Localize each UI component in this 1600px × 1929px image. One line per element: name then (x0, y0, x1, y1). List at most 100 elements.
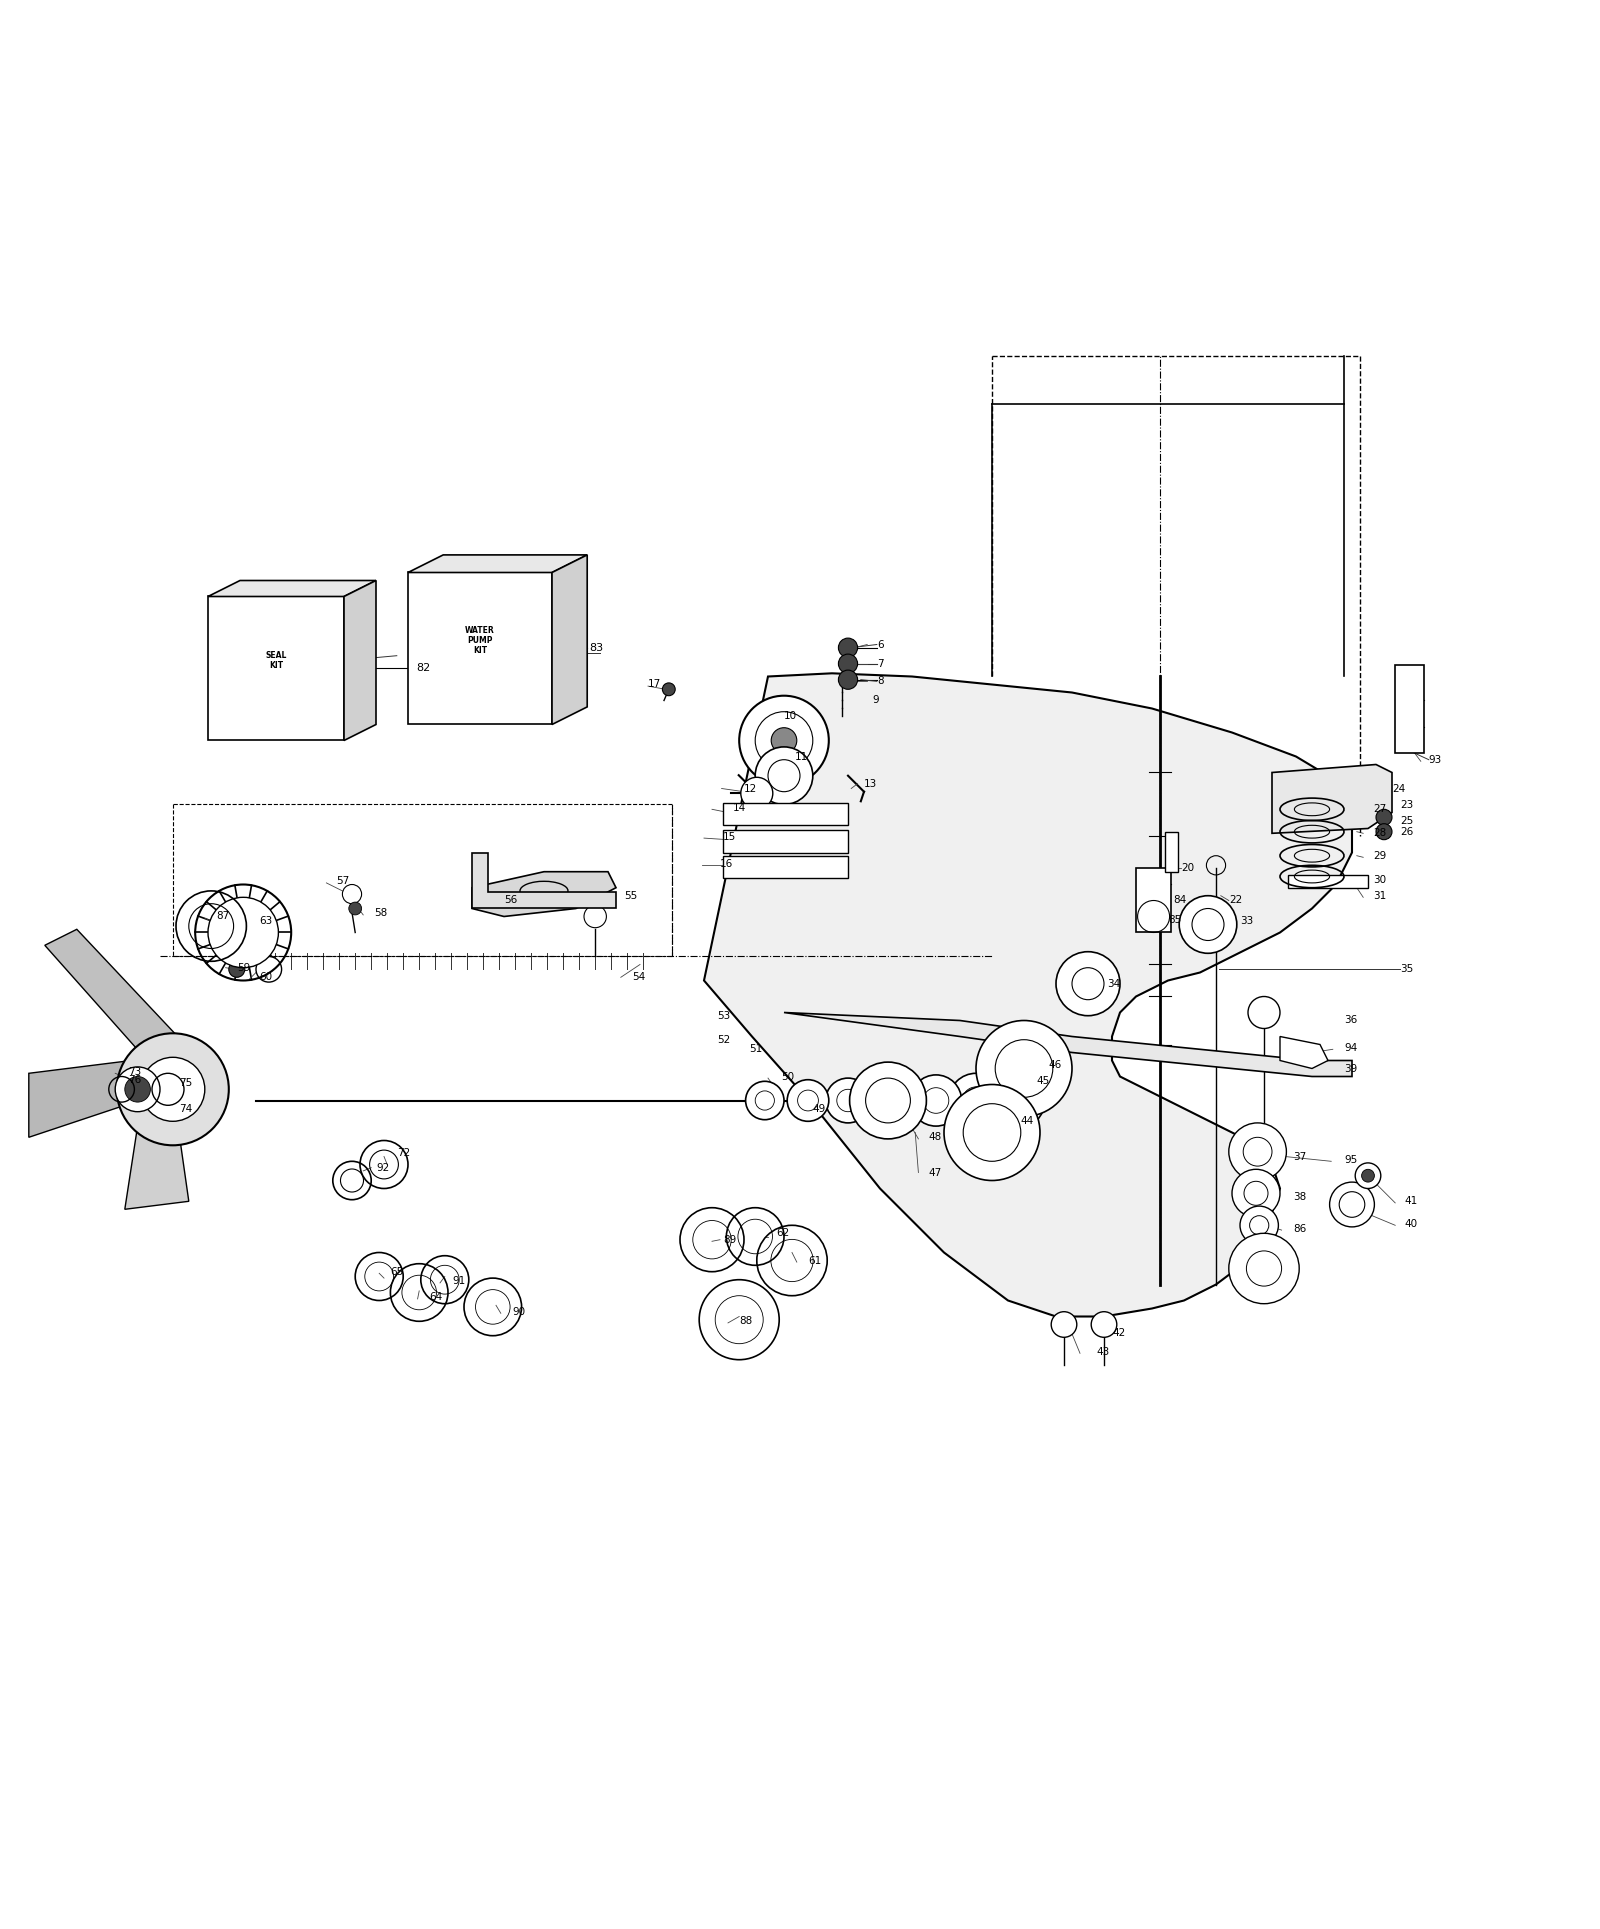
Text: 23: 23 (1400, 799, 1413, 810)
Circle shape (1091, 1312, 1117, 1337)
Text: 12: 12 (744, 783, 757, 793)
Circle shape (1330, 1182, 1374, 1227)
Text: 51: 51 (749, 1044, 762, 1055)
Circle shape (256, 957, 282, 982)
Text: 22: 22 (1229, 895, 1242, 905)
Polygon shape (208, 581, 376, 596)
Circle shape (1179, 895, 1237, 953)
Text: 15: 15 (723, 831, 736, 841)
Text: 13: 13 (864, 779, 877, 789)
Circle shape (1056, 951, 1120, 1017)
Text: 74: 74 (179, 1103, 192, 1113)
Polygon shape (29, 1057, 173, 1138)
Text: 11: 11 (795, 752, 808, 762)
Text: 17: 17 (648, 679, 661, 689)
Text: 59: 59 (237, 963, 250, 972)
Circle shape (342, 885, 362, 903)
Text: 27: 27 (1373, 804, 1386, 814)
Text: 62: 62 (776, 1229, 789, 1238)
Circle shape (864, 1076, 912, 1125)
Text: 26: 26 (1400, 828, 1413, 837)
Circle shape (1232, 1169, 1280, 1217)
Text: 56: 56 (504, 895, 517, 905)
Text: 45: 45 (1037, 1076, 1050, 1086)
Text: 47: 47 (928, 1167, 941, 1177)
Polygon shape (1280, 1036, 1328, 1069)
Text: 73: 73 (128, 1067, 141, 1076)
Text: 55: 55 (624, 891, 637, 901)
Circle shape (115, 1067, 160, 1111)
Text: 31: 31 (1373, 891, 1386, 901)
Text: 94: 94 (1344, 1044, 1357, 1053)
Bar (1165, 831, 1178, 872)
Text: 60: 60 (259, 972, 272, 982)
Circle shape (949, 1073, 1003, 1128)
Polygon shape (45, 930, 205, 1090)
Bar (1395, 666, 1424, 754)
Text: 14: 14 (733, 802, 746, 812)
Text: 54: 54 (632, 972, 645, 982)
Text: 7: 7 (877, 658, 883, 669)
Text: 93: 93 (1429, 754, 1442, 764)
Circle shape (349, 903, 362, 914)
Circle shape (229, 961, 245, 978)
Text: 42: 42 (1112, 1327, 1125, 1337)
Text: 49: 49 (813, 1103, 826, 1113)
Text: 8: 8 (877, 677, 883, 687)
Text: 36: 36 (1344, 1015, 1357, 1026)
Polygon shape (784, 1013, 1352, 1076)
Circle shape (1376, 824, 1392, 839)
Circle shape (208, 897, 278, 968)
Text: 16: 16 (720, 858, 733, 868)
Bar (723, 802, 848, 826)
Text: 25: 25 (1400, 816, 1413, 826)
Text: 35: 35 (1400, 964, 1413, 974)
Text: 83: 83 (589, 644, 603, 654)
Circle shape (826, 1078, 870, 1123)
Text: 10: 10 (784, 712, 797, 721)
Text: 58: 58 (374, 909, 387, 918)
Circle shape (910, 1074, 962, 1127)
Text: 38: 38 (1293, 1192, 1306, 1202)
Text: 89: 89 (723, 1235, 736, 1244)
Circle shape (1240, 1206, 1278, 1244)
Circle shape (1248, 997, 1280, 1028)
Polygon shape (472, 853, 616, 909)
Polygon shape (552, 556, 587, 725)
Text: 88: 88 (739, 1316, 752, 1327)
Circle shape (1376, 810, 1392, 826)
Text: 82: 82 (416, 664, 430, 673)
Circle shape (787, 1080, 829, 1121)
Circle shape (1229, 1123, 1286, 1181)
Text: 9: 9 (872, 696, 878, 706)
Text: 85: 85 (1168, 914, 1181, 924)
Circle shape (838, 669, 858, 689)
Text: 72: 72 (397, 1148, 410, 1157)
Polygon shape (125, 1090, 189, 1209)
Text: WATER
PUMP
KIT: WATER PUMP KIT (466, 625, 494, 656)
Polygon shape (208, 596, 344, 741)
Text: 6: 6 (877, 640, 883, 650)
Text: 53: 53 (717, 1011, 730, 1020)
Text: 28: 28 (1373, 828, 1386, 839)
Text: 84: 84 (1173, 895, 1186, 905)
Text: 39: 39 (1344, 1063, 1357, 1074)
Circle shape (976, 1020, 1072, 1117)
Text: 76: 76 (128, 1074, 141, 1084)
Text: 63: 63 (259, 916, 272, 926)
Circle shape (1355, 1163, 1381, 1188)
Bar (1136, 868, 1171, 932)
Polygon shape (704, 673, 1352, 1316)
Circle shape (739, 696, 829, 785)
Circle shape (141, 1057, 205, 1121)
Circle shape (850, 1063, 926, 1138)
Text: 50: 50 (781, 1071, 794, 1082)
Circle shape (1051, 1312, 1077, 1337)
Text: 24: 24 (1392, 783, 1405, 793)
Text: 33: 33 (1240, 916, 1253, 926)
Text: 61: 61 (808, 1256, 821, 1265)
Polygon shape (408, 573, 552, 725)
Text: 29: 29 (1373, 851, 1386, 860)
Text: 86: 86 (1293, 1223, 1306, 1233)
Circle shape (117, 1034, 229, 1146)
